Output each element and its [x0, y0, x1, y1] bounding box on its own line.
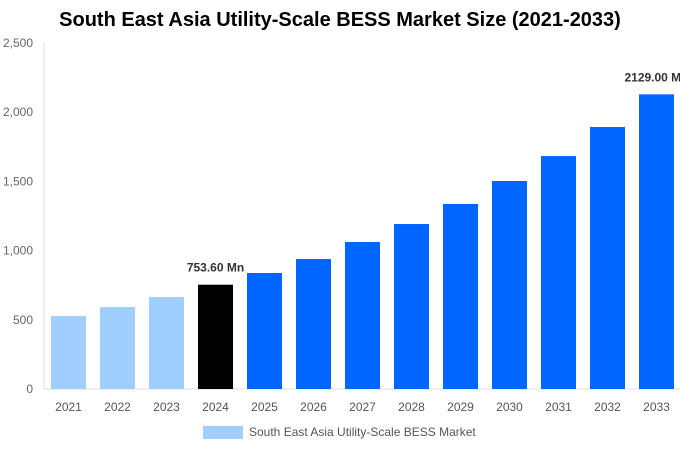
data-label-2033: 2129.00 Mn [624, 70, 680, 84]
y-tick-label: 2,000 [3, 105, 33, 119]
bar-2024 [198, 284, 233, 389]
x-tick-label: 2033 [643, 400, 670, 414]
y-tick-label: 500 [13, 313, 33, 327]
x-tick-label: 2032 [594, 400, 621, 414]
bar-2027 [345, 242, 380, 389]
data-label-2024: 753.60 Mn [187, 261, 244, 275]
bar-2031 [541, 156, 576, 389]
x-tick-label: 2021 [55, 400, 82, 414]
bar-2021 [51, 316, 86, 389]
x-tick-label: 2023 [153, 400, 180, 414]
x-tick-label: 2029 [447, 400, 474, 414]
x-tick-label: 2027 [349, 400, 376, 414]
x-tick-label: 2026 [300, 400, 327, 414]
bar-2029 [443, 203, 478, 389]
y-tick-label: 1,500 [3, 174, 33, 188]
chart-title: South East Asia Utility-Scale BESS Marke… [59, 9, 621, 31]
x-tick-label: 2022 [104, 400, 131, 414]
bar-2030 [492, 180, 527, 389]
y-tick-label: 0 [26, 382, 33, 396]
bar-2022 [100, 307, 135, 389]
x-tick-label: 2030 [496, 400, 523, 414]
bar-2023 [149, 296, 184, 389]
x-tick-label: 2028 [398, 400, 425, 414]
bar-2028 [394, 224, 429, 389]
x-tick-label: 2025 [251, 400, 278, 414]
bar-2025 [247, 273, 282, 389]
x-tick-label: 2024 [202, 400, 229, 414]
bar-2033 [639, 94, 674, 389]
legend-swatch [203, 425, 243, 439]
legend: South East Asia Utility-Scale BESS Marke… [203, 425, 476, 439]
bar-2026 [296, 259, 331, 389]
bar-2032 [590, 127, 625, 390]
y-tick-label: 2,500 [3, 36, 33, 50]
legend-label: South East Asia Utility-Scale BESS Marke… [249, 425, 476, 439]
y-tick-label: 1,000 [3, 244, 33, 258]
x-tick-label: 2031 [545, 400, 572, 414]
